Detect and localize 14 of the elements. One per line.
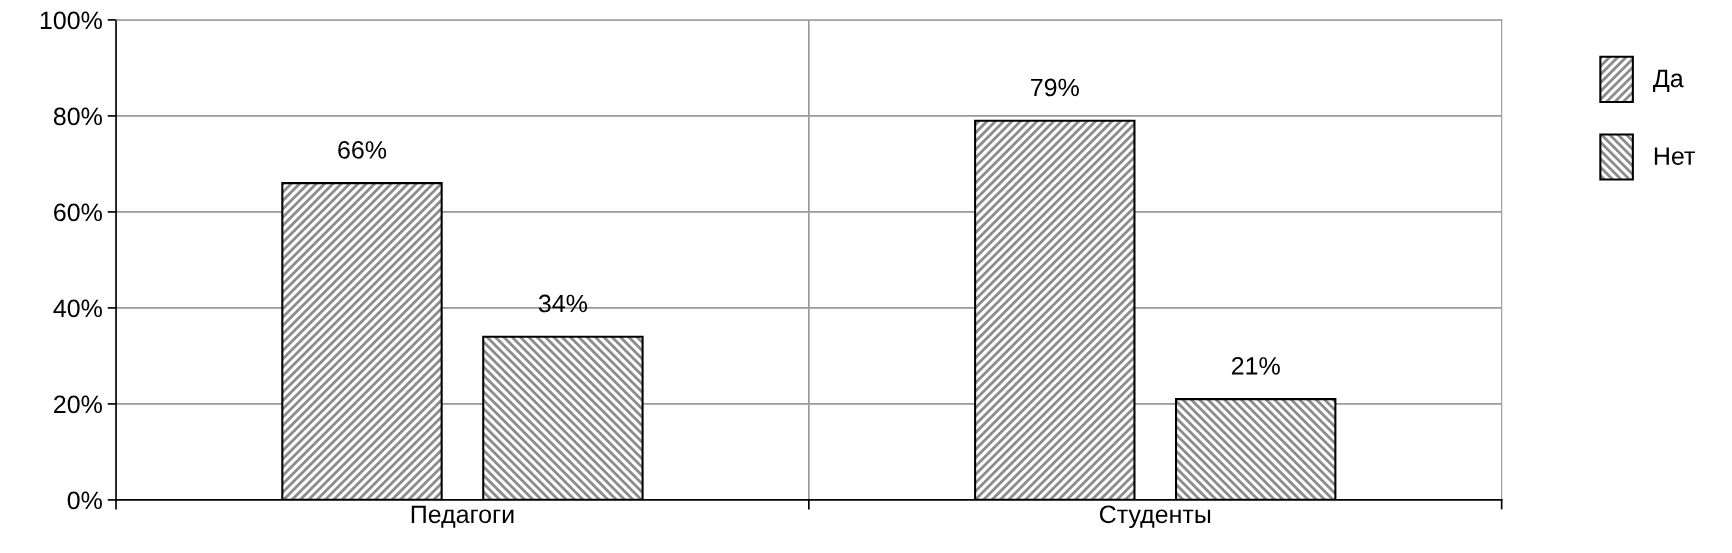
legend-label: Нет	[1654, 147, 1695, 165]
y-tick-label: 60%	[54, 203, 102, 222]
y-tick-label: 80%	[53, 107, 102, 126]
data-label: 79%	[1031, 78, 1079, 97]
x-tick-label: Студенты	[1099, 505, 1211, 529]
data-label: 34%	[538, 294, 588, 313]
y-tick-label: 20%	[54, 395, 102, 414]
y-tick-label: 40%	[53, 299, 102, 318]
data-label: 21%	[1231, 357, 1280, 375]
legend-label: Да	[1653, 69, 1684, 93]
y-tick-label: 100%	[40, 11, 102, 30]
data-label: 66%	[338, 141, 387, 159]
y-tick-label: 0%	[67, 491, 102, 510]
x-tick-label: Педагоги	[411, 505, 514, 528]
